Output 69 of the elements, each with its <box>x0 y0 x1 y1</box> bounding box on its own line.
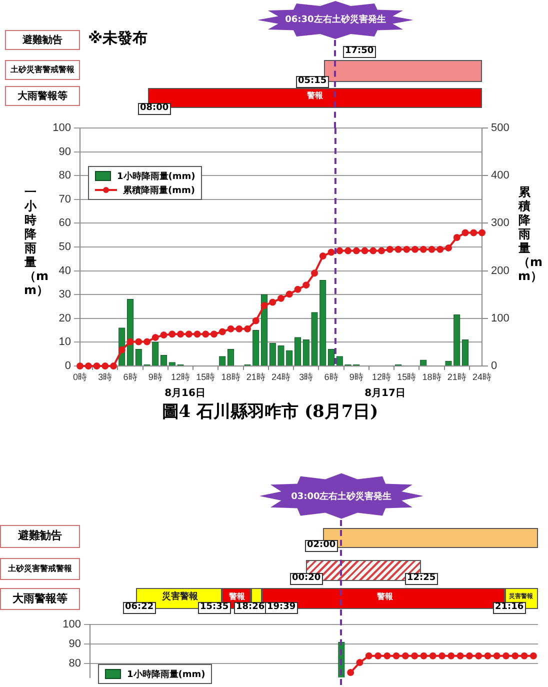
text: 19:39 <box>265 602 298 614</box>
y2-tick-label: 400 <box>491 170 510 182</box>
y-tick-label: 80 <box>68 658 81 670</box>
text: 03:00左右土砂災害発生 <box>291 491 392 504</box>
text: 05:15 <box>296 76 329 88</box>
legend-label: 累積降雨量(mm) <box>123 184 195 197</box>
y-tick-label: 80 <box>58 170 71 182</box>
text: 災害警報 <box>162 592 198 603</box>
y-tick-label: 70 <box>58 193 71 206</box>
x-tick-label: 21時 <box>447 372 466 382</box>
text: 08:00 <box>138 103 171 115</box>
y-axis-title: 一小時降雨量（mm） <box>24 185 49 297</box>
y-tick-label: 100 <box>52 122 71 134</box>
y-tick-label: 50 <box>58 241 71 254</box>
legend-label: 1小時降雨量(mm) <box>127 668 206 681</box>
y-tick-label: 90 <box>58 146 71 158</box>
x-tick-label: 24時 <box>271 372 291 382</box>
text: 00:20 <box>290 573 323 585</box>
y-tick-label: 100 <box>62 618 81 631</box>
legend-label: 1小時降雨量(mm) <box>117 170 196 183</box>
x-tick-label: 21時 <box>246 372 266 382</box>
text: 圖4 石川縣羽咋市 (8月7日) <box>162 401 378 423</box>
x-tick-label: 9時 <box>349 372 364 382</box>
x-tick-label: 6時 <box>123 372 138 382</box>
y2-tick-label: 100 <box>491 312 510 324</box>
y2-tick-label: 0 <box>491 360 498 372</box>
x-tick-label: 18時 <box>221 372 240 382</box>
text: 警報 <box>307 91 323 101</box>
x-tick-label: 9時 <box>148 372 162 382</box>
text: 17:50 <box>343 46 376 58</box>
x-tick-label: 0時 <box>72 372 88 382</box>
text: 避難勧告 <box>5 30 80 50</box>
x-tick-label: 12時 <box>170 372 190 382</box>
y-tick-label: 20 <box>58 312 71 324</box>
y-tick-label: 30 <box>58 288 71 301</box>
text: 土砂災害警戒警報 <box>5 60 80 80</box>
x-tick-label: 18時 <box>422 372 442 382</box>
text: 警報 <box>229 592 245 602</box>
text: 12:25 <box>405 573 438 585</box>
y-tick-label: 40 <box>58 264 71 277</box>
x-tick-label: 3時 <box>98 372 112 382</box>
text: 06:30左右土砂災害発生 <box>285 14 386 27</box>
text: 06:22 <box>123 602 156 614</box>
y-tick-label: 90 <box>68 638 81 650</box>
text: 警報 <box>377 592 393 602</box>
y2-tick-label: 500 <box>491 122 510 134</box>
x-tick-label: 6時 <box>324 372 338 382</box>
y-tick-label: 10 <box>58 336 71 348</box>
text: 避難勧告 <box>0 525 80 548</box>
text: 8月16日 <box>164 388 206 399</box>
y-tick-label: 60 <box>58 217 71 230</box>
x-tick-label: 12時 <box>372 372 392 382</box>
text: 大雨警報等 <box>5 86 80 106</box>
y-tick-label: 0 <box>64 360 71 372</box>
text: 土砂災害警戒警報 <box>0 558 80 580</box>
x-tick-label: 15時 <box>196 372 216 382</box>
text: 8月17日 <box>364 388 406 399</box>
x-tick-label: 3時 <box>299 372 314 382</box>
x-tick-label: 15時 <box>397 372 416 382</box>
y2-tick-label: 200 <box>491 264 510 277</box>
text: 大雨警報等 <box>0 588 80 610</box>
text: 15:35 <box>198 602 231 614</box>
text: 18:26 <box>234 602 267 614</box>
text: 21:16 <box>493 602 526 614</box>
text: ※未發布 <box>88 29 148 47</box>
text: 02:00 <box>305 540 338 552</box>
y2-tick-label: 300 <box>491 217 510 230</box>
x-tick-label: 24時 <box>472 372 492 382</box>
y2-axis-title: 累積降雨量（mm） <box>518 185 543 283</box>
